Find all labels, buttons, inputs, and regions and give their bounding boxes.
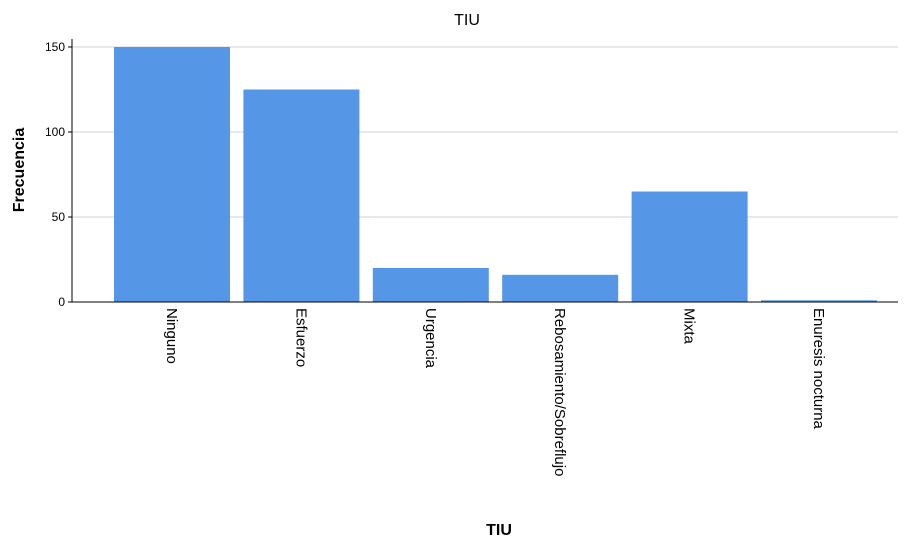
x-tick-label: Mixta	[681, 308, 698, 344]
x-axis-title: TIU	[486, 522, 512, 539]
y-tick-label: 150	[45, 40, 65, 54]
y-tick-label: 50	[52, 210, 66, 224]
x-tick-label: Enuresis nocturna	[810, 308, 827, 430]
bar-mixta	[631, 191, 748, 302]
x-tick-label: Esfuerzo	[292, 308, 309, 367]
y-axis-title: Frecuencia	[11, 128, 28, 213]
bar-rebosamiento-sobreflujo	[502, 274, 619, 302]
x-tick-label: Urgencia	[422, 308, 439, 369]
y-tick-label: 100	[45, 125, 65, 139]
chart-title: TIU	[454, 12, 480, 29]
bar-urgencia	[372, 268, 489, 302]
x-tick-label: Rebosamiento/Sobreflujo	[551, 308, 568, 476]
bars	[114, 47, 877, 302]
bar-enuresis-nocturna	[761, 300, 877, 302]
x-tick-label: Ninguno	[163, 308, 180, 364]
x-tick-labels: Ninguno Esfuerzo Urgencia Rebosamiento/Sobr…	[163, 308, 827, 476]
y-tick-label: 0	[58, 295, 65, 309]
y-tick-labels: 0 50 100 150	[45, 40, 72, 309]
bar-esfuerzo	[243, 89, 360, 302]
bar-ninguno	[114, 47, 230, 302]
